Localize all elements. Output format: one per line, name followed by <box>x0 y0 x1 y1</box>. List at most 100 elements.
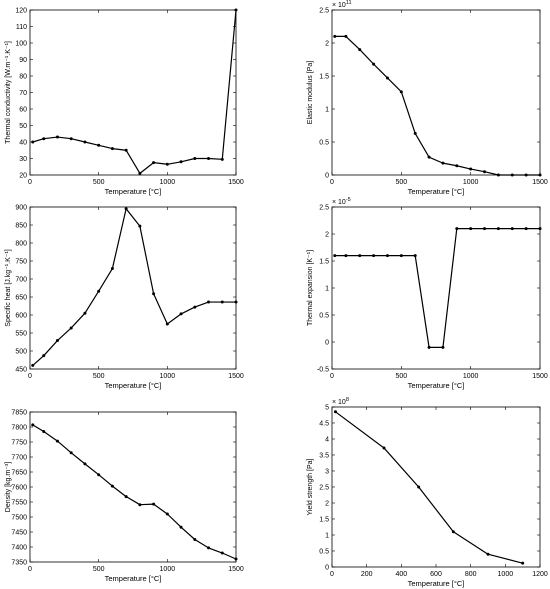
data-point <box>333 254 337 258</box>
multiplier-base: × 10 <box>332 2 346 9</box>
data-point <box>31 140 35 144</box>
y-tick-label: 2 <box>325 501 329 508</box>
data-point <box>399 90 403 94</box>
y-tick-label: 3.5 <box>319 453 329 460</box>
data-point <box>193 305 197 309</box>
y-tick-label: 2 <box>325 41 329 48</box>
y-tick-label: 90 <box>19 57 27 64</box>
data-point <box>42 137 46 141</box>
y-tick-label: 7350 <box>11 560 27 567</box>
x-axis-label: Temperature [°C] <box>408 579 465 588</box>
series-line <box>334 228 540 348</box>
x-tick-label: 1000 <box>160 179 176 186</box>
y-axis-label: Elastic modulus [Pa] <box>307 61 314 124</box>
y-tick-label: 7850 <box>11 410 27 417</box>
data-point <box>152 161 156 165</box>
data-point <box>538 227 542 231</box>
data-point <box>152 292 156 296</box>
data-point <box>31 363 35 367</box>
data-point <box>110 267 114 271</box>
data-point <box>110 484 114 488</box>
multiplier-exponent: 11 <box>346 0 352 6</box>
y-tick-label: 700 <box>15 277 27 284</box>
x-tick-label: 800 <box>465 571 477 578</box>
y-tick-label: 0.5 <box>319 549 329 556</box>
x-tick-label: 1000 <box>160 373 176 380</box>
data-point <box>441 161 445 165</box>
data-point <box>124 495 128 499</box>
data-point <box>97 289 101 293</box>
y-tick-label: 70 <box>19 90 27 97</box>
data-point <box>524 173 528 177</box>
y-tick-label: 60 <box>19 107 27 114</box>
data-point <box>382 446 386 450</box>
plot-frame <box>29 411 237 563</box>
y-tick-label: 20 <box>19 173 27 180</box>
data-point <box>220 157 224 161</box>
x-tick-label: 500 <box>93 179 105 186</box>
x-tick-label: 0 <box>330 571 334 578</box>
plot-frame <box>331 406 541 568</box>
y-axis-label: Thermal conductivity [W.m⁻¹.K⁻¹] <box>5 41 12 144</box>
data-point <box>42 354 46 358</box>
data-point <box>521 561 525 565</box>
data-point <box>55 339 59 343</box>
x-axis-label: Temperature [°C] <box>105 574 162 583</box>
x-tick-label: 500 <box>395 179 407 186</box>
data-point <box>138 224 142 228</box>
chart-panel-thermal-conductivity: 0 500 1000 1500 20 30 40 50 60 70 80 90 100 110 120 Tem… <box>5 8 244 197</box>
data-point <box>496 173 500 177</box>
y-tick-label: 7750 <box>11 440 27 447</box>
y-tick-label: 2.5 <box>319 485 329 492</box>
chart-panel-elastic-modulus: 0 500 1000 1500 0 0.5 1 1.5 2 2.5 Temperature [°C]… <box>307 0 548 196</box>
y-tick-label: 500 <box>15 349 27 356</box>
y-tick-label: 7800 <box>11 425 27 432</box>
data-point <box>538 173 542 177</box>
series-line <box>32 9 237 174</box>
y-tick-label: 1.5 <box>319 259 329 266</box>
data-point <box>413 131 417 135</box>
y-tick-label: 7700 <box>11 455 27 462</box>
data-point <box>483 227 487 231</box>
x-axis-label: Temperature [°C] <box>105 187 162 196</box>
data-point <box>455 164 459 168</box>
x-tick-label: 500 <box>93 373 105 380</box>
data-point <box>138 503 142 507</box>
data-point <box>413 254 417 258</box>
x-tick-label: 1500 <box>228 179 244 186</box>
data-point <box>207 546 211 550</box>
y-tick-label: 1.5 <box>319 517 329 524</box>
y-axis-multiplier: × 1011 <box>332 0 352 9</box>
data-point <box>524 227 528 231</box>
y-tick-label: 7550 <box>11 500 27 507</box>
data-point <box>42 430 46 433</box>
x-tick-label: 1000 <box>160 566 176 573</box>
data-point <box>510 227 514 231</box>
x-tick-label: 0 <box>330 373 334 380</box>
y-tick-label: 7650 <box>11 470 27 477</box>
data-point <box>179 160 183 164</box>
y-tick-label: 50 <box>19 123 27 130</box>
data-point <box>385 76 389 80</box>
chart-panel-specific-heat: 0 500 1000 1500 450 500 550 600 650 700 750 800 850 9… <box>5 205 244 391</box>
data-point <box>372 254 376 258</box>
data-point <box>207 157 211 160</box>
x-tick-label: 1500 <box>228 566 244 573</box>
data-point <box>83 311 87 315</box>
y-tick-label: 1 <box>325 107 329 114</box>
x-tick-label: 400 <box>395 571 407 578</box>
y-axis-label: Specific heat [J.kg⁻¹.K⁻¹] <box>5 249 12 326</box>
y-tick-label: 4.5 <box>319 421 329 428</box>
x-tick-label: 1000 <box>463 179 479 186</box>
multiplier-base: × 10 <box>332 399 346 406</box>
y-tick-label: 2 <box>325 232 329 239</box>
multiplier-exponent: -5 <box>346 197 351 203</box>
x-axis-label: Temperature [°C] <box>408 381 465 390</box>
data-point <box>510 173 514 177</box>
y-axis-multiplier: × 108 <box>332 397 349 406</box>
data-point <box>344 254 348 258</box>
series-line <box>335 411 523 564</box>
data-point <box>179 312 183 316</box>
x-tick-label: 1000 <box>463 373 479 380</box>
